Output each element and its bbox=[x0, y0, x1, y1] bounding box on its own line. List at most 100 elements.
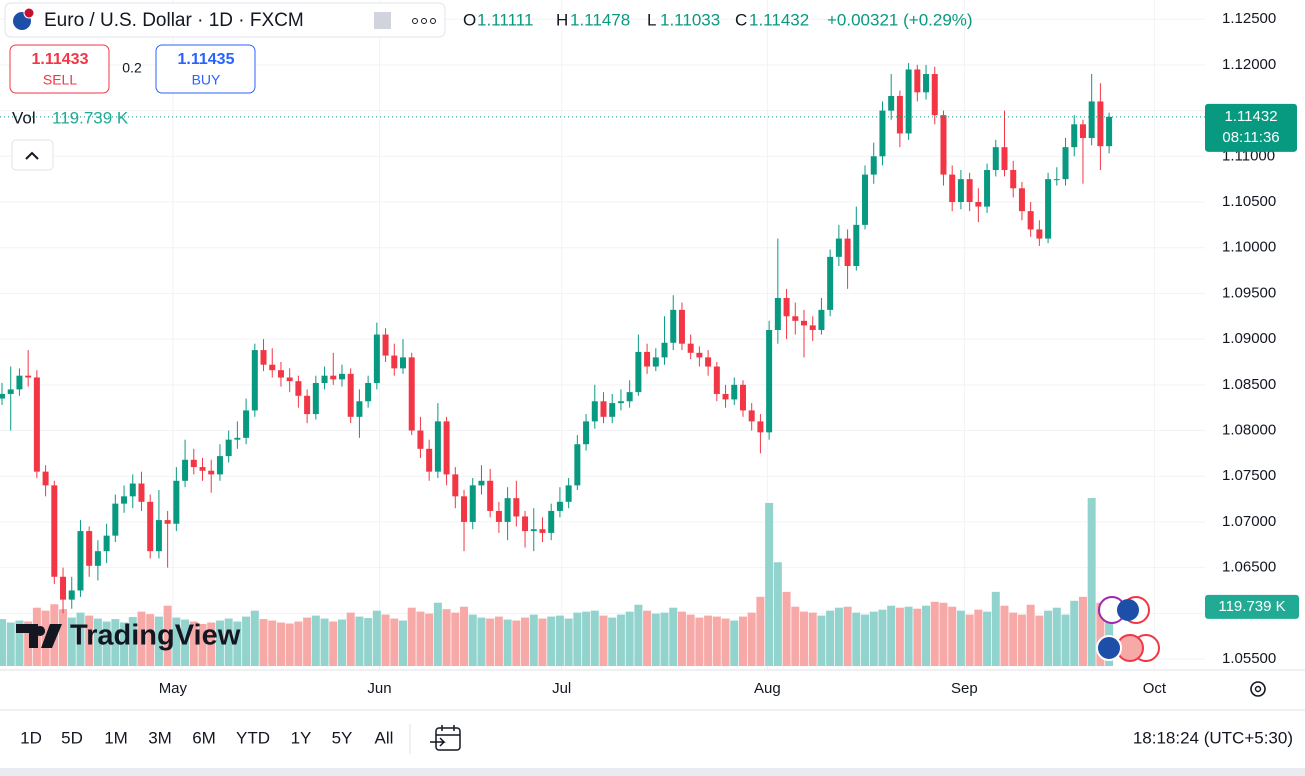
candle-body bbox=[0, 393, 6, 399]
candle-body bbox=[277, 370, 284, 378]
volume-bar bbox=[599, 615, 608, 666]
candle-body bbox=[992, 147, 999, 171]
volume-bar bbox=[355, 616, 364, 666]
y-tick-label: 1.06500 bbox=[1222, 559, 1276, 576]
ohlc-label: C bbox=[735, 10, 747, 29]
candle-body bbox=[1001, 147, 1008, 171]
candle-body bbox=[243, 410, 250, 438]
volume-bar bbox=[207, 622, 216, 666]
volume-bar bbox=[852, 612, 861, 666]
bottom-strip bbox=[0, 768, 1305, 776]
range-button[interactable]: All bbox=[375, 728, 394, 747]
candle-body bbox=[216, 456, 223, 475]
volume-bar bbox=[538, 618, 547, 666]
y-tick-label: 1.07500 bbox=[1222, 467, 1276, 484]
candle-body bbox=[321, 375, 328, 383]
event-icons bbox=[1096, 596, 1160, 662]
settings-icon[interactable] bbox=[1250, 681, 1266, 697]
candle-body bbox=[722, 393, 729, 400]
candle-body bbox=[1053, 179, 1060, 181]
event-icon[interactable] bbox=[1096, 635, 1122, 661]
range-button[interactable]: 5Y bbox=[332, 728, 353, 747]
volume-bar bbox=[887, 605, 896, 666]
range-button[interactable]: 1M bbox=[104, 728, 128, 747]
clock[interactable]: 18:18:24 (UTC+5:30) bbox=[1133, 728, 1293, 747]
candle-body bbox=[434, 421, 441, 472]
candle-body bbox=[77, 531, 84, 591]
volume-bar bbox=[337, 619, 346, 666]
volume-bar bbox=[939, 602, 948, 666]
volume-bar bbox=[756, 596, 765, 666]
flag-button[interactable] bbox=[374, 12, 391, 29]
range-button[interactable]: 5D bbox=[61, 728, 83, 747]
volume-bar bbox=[1061, 614, 1070, 666]
range-button[interactable]: YTD bbox=[236, 728, 270, 747]
ohlc-value: 1.11033 bbox=[660, 10, 720, 29]
volume-bar bbox=[834, 607, 843, 666]
y-tick-label: 1.12500 bbox=[1222, 10, 1276, 27]
candle-body bbox=[478, 480, 485, 486]
volume-bar bbox=[259, 619, 268, 666]
volume-bar bbox=[677, 611, 686, 666]
candle-body bbox=[853, 224, 860, 266]
volume-bar bbox=[329, 621, 338, 666]
candle-body bbox=[835, 238, 842, 257]
candle-body bbox=[862, 174, 869, 225]
event-icon[interactable] bbox=[1117, 599, 1139, 621]
volume-bar bbox=[817, 615, 826, 666]
dot bbox=[421, 18, 427, 24]
candle-body bbox=[905, 69, 912, 134]
volume-bar bbox=[189, 621, 198, 666]
candle-body bbox=[16, 375, 23, 390]
spread: 0.2 bbox=[122, 60, 142, 76]
candle-body bbox=[617, 401, 624, 404]
candle-body bbox=[68, 590, 75, 600]
candle-body bbox=[966, 179, 973, 203]
candle-body bbox=[138, 483, 145, 502]
sell-button[interactable] bbox=[9, 44, 110, 94]
volume-bar bbox=[808, 612, 817, 666]
candle-body bbox=[347, 373, 354, 417]
y-tick-label: 1.09500 bbox=[1222, 284, 1276, 301]
volume-bar bbox=[390, 618, 399, 666]
volume-bar bbox=[215, 620, 224, 666]
candle-body bbox=[644, 351, 651, 367]
y-tick-label: 1.05500 bbox=[1222, 650, 1276, 667]
date-range-icon[interactable] bbox=[430, 725, 461, 751]
range-button[interactable]: 1Y bbox=[291, 728, 312, 747]
volume-bar bbox=[460, 606, 469, 666]
volume-bar bbox=[137, 611, 146, 666]
volume-bar bbox=[146, 614, 155, 666]
volume-bar bbox=[268, 620, 277, 666]
x-tick-label: Aug bbox=[754, 680, 781, 697]
range-button[interactable]: 1D bbox=[20, 728, 42, 747]
volume-bar bbox=[948, 606, 957, 666]
candle-body bbox=[713, 366, 720, 394]
volume-bar bbox=[294, 621, 303, 666]
volume-bar bbox=[233, 621, 242, 666]
candle-body bbox=[199, 467, 206, 471]
watermark: TradingView bbox=[16, 620, 241, 652]
more-button[interactable] bbox=[412, 18, 436, 24]
y-tick-label: 1.08000 bbox=[1222, 421, 1276, 438]
collapse-button[interactable] bbox=[11, 139, 54, 171]
volume-bar bbox=[486, 618, 495, 666]
volume-bar bbox=[67, 617, 76, 666]
candle-body bbox=[896, 95, 903, 134]
chevron-up bbox=[25, 151, 39, 160]
range-button[interactable]: 3M bbox=[148, 728, 172, 747]
volume-bar bbox=[128, 617, 137, 666]
range-button[interactable]: 6M bbox=[192, 728, 216, 747]
candle-body bbox=[234, 437, 241, 440]
range-buttons: 1D 5D 1M 3M 6M YTD 1Y 5Y All bbox=[20, 728, 393, 747]
candle-body bbox=[984, 170, 991, 207]
buy-button[interactable] bbox=[155, 44, 256, 94]
symbol-box[interactable] bbox=[4, 2, 446, 38]
candle-body bbox=[1027, 211, 1034, 230]
candle-body bbox=[461, 496, 468, 522]
candle-body bbox=[330, 375, 337, 380]
volume-bar bbox=[494, 616, 503, 666]
candle-body bbox=[129, 483, 136, 497]
flag-icon-us bbox=[23, 7, 35, 19]
symbol-title[interactable]: Euro / U.S. Dollar · 1D · FXCM bbox=[44, 10, 304, 31]
